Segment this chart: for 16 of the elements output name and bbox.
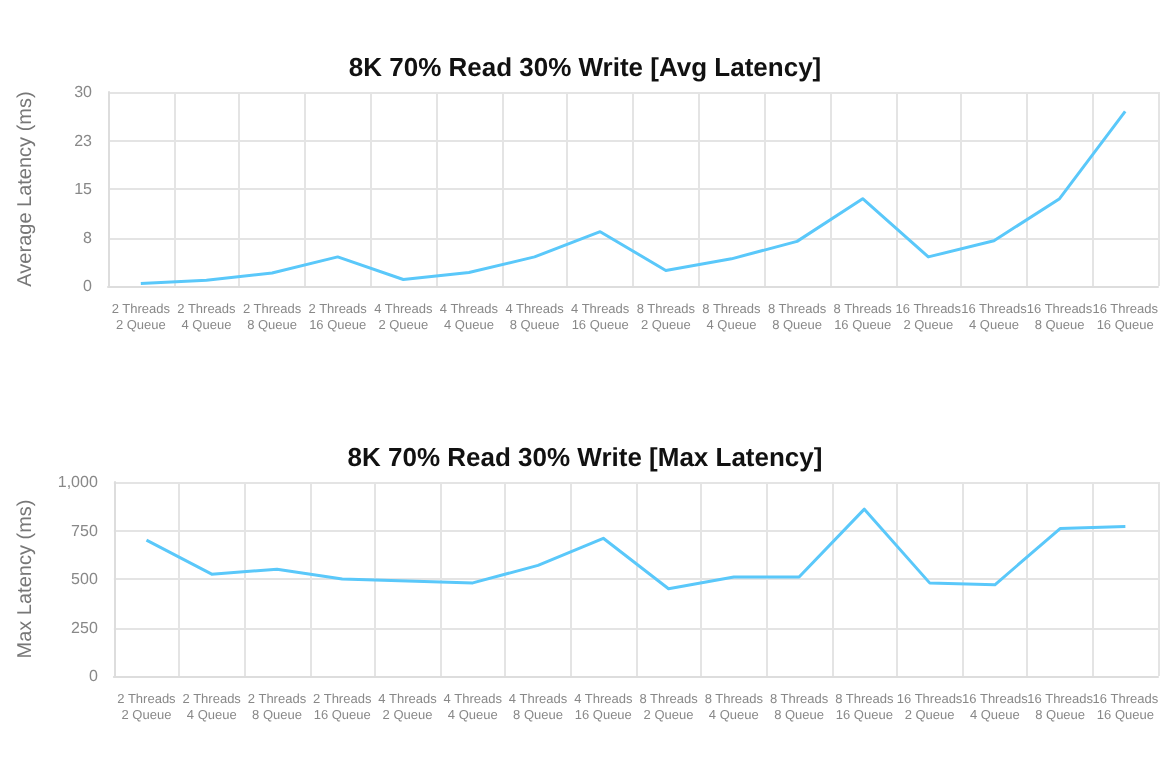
y-tick-label: 1,000	[57, 473, 99, 491]
y-axis-title: Max Latency (ms)	[15, 499, 37, 659]
line-series	[139, 109, 1127, 285]
chart-title: 8K 70% Read 30% Write [Avg Latency]	[348, 52, 822, 82]
line-series	[144, 507, 1127, 591]
y-tick-label: 0	[83, 277, 94, 295]
y-tick-label: 8	[83, 228, 94, 247]
y-tick-label: 500	[71, 570, 99, 588]
chart-title: 8K 70% Read 30% Write [Max Latency]	[347, 442, 823, 472]
y-tick-label: 750	[71, 521, 99, 540]
y-tick-label: 30	[74, 83, 94, 101]
y-tick-label: 250	[71, 618, 99, 637]
y-tick-label: 0	[88, 667, 99, 685]
y-tick-label: 15	[74, 180, 94, 198]
y-axis-title: Average Latency (ms)	[15, 91, 37, 287]
y-tick-label: 23	[74, 131, 94, 150]
